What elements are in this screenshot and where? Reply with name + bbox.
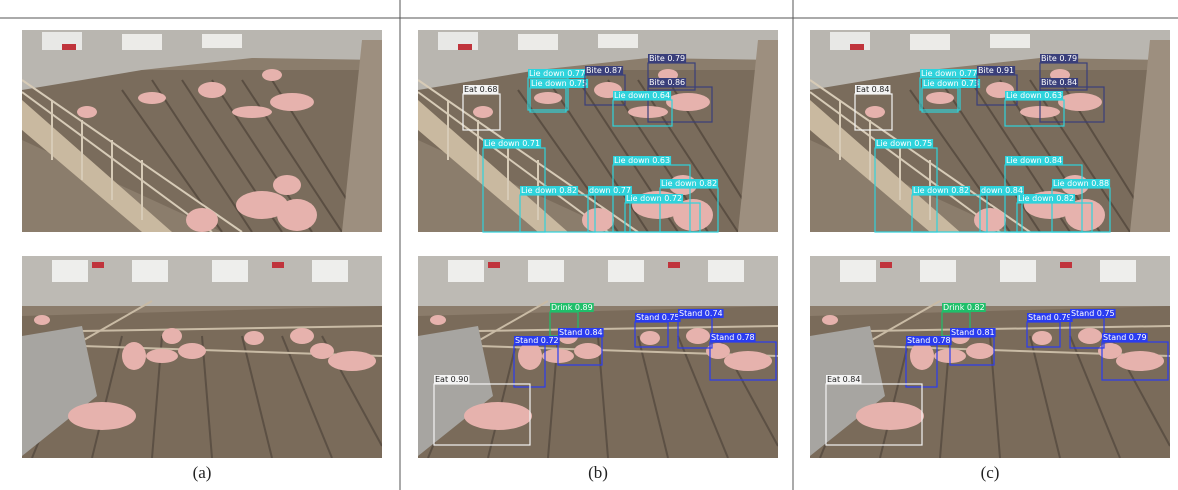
detection-label: Eat 0.84 bbox=[827, 375, 860, 384]
detection-label: Stand 0.79 bbox=[1103, 333, 1147, 342]
detection-label: Stand 0.75 bbox=[1071, 309, 1115, 318]
detection-label: Stand 0.78 bbox=[711, 333, 755, 342]
detection-label: Lie down 0.64 bbox=[614, 91, 670, 100]
detection-label: Bite 0.84 bbox=[1041, 78, 1077, 87]
photo bbox=[810, 256, 1170, 458]
detection-label: Lie down 0.75 bbox=[876, 139, 932, 148]
detection-label: Eat 0.84 bbox=[856, 85, 889, 94]
photo bbox=[22, 256, 382, 458]
detection-label: Lie down 0.84 bbox=[1006, 156, 1062, 165]
detection-label: Lie down 0.82 bbox=[913, 186, 969, 195]
detection-label: Lie down 0.71 bbox=[484, 139, 540, 148]
detection-label: Bite 0.86 bbox=[649, 78, 685, 87]
detection-label: Eat 0.68 bbox=[464, 85, 497, 94]
detection-label: down 0.84 bbox=[981, 186, 1023, 195]
caption: (c) bbox=[981, 463, 1000, 482]
detection-label: Bite 0.87 bbox=[586, 66, 622, 75]
detection-label: Lie down 0.88 bbox=[1053, 179, 1109, 188]
photo bbox=[418, 30, 778, 232]
detection-label: Drink 0.82 bbox=[943, 303, 985, 312]
photo bbox=[418, 256, 778, 458]
figure: (a) (b) (c) Eat 0.68Lie down 0.77Lie dow… bbox=[0, 0, 1178, 490]
photo bbox=[810, 30, 1170, 232]
detection-label: Bite 0.79 bbox=[649, 54, 685, 63]
photo bbox=[22, 30, 382, 232]
detection-label: Lie down 0.77 bbox=[921, 69, 977, 78]
detection-label: Eat 0.90 bbox=[435, 375, 468, 384]
detection-label: Stand 0.74 bbox=[679, 309, 723, 318]
detection-label: Lie down 0.82 bbox=[661, 179, 717, 188]
detection-label: Stand 0.72 bbox=[515, 336, 559, 345]
detection-label: Lie down 0.77 bbox=[529, 69, 585, 78]
detection-label: Lie down 0.82 bbox=[521, 186, 577, 195]
detection-label: Lie down 0.72 bbox=[626, 194, 682, 203]
detection-label: Lie down 0.73 bbox=[923, 79, 979, 88]
caption: (b) bbox=[588, 463, 608, 482]
caption: (a) bbox=[193, 463, 212, 482]
detection-label: Bite 0.79 bbox=[1041, 54, 1077, 63]
detection-label: down 0.77 bbox=[589, 186, 631, 195]
detection-label: Stand 0.84 bbox=[559, 328, 603, 337]
detection-label: Stand 0.79 bbox=[1028, 313, 1072, 322]
detection-label: Lie down 0.63 bbox=[1006, 91, 1062, 100]
detection-label: Bite 0.91 bbox=[978, 66, 1014, 75]
detection-label: Stand 0.75 bbox=[636, 313, 680, 322]
detection-label: Drink 0.89 bbox=[551, 303, 593, 312]
detection-label: Lie down 0.75 bbox=[531, 79, 587, 88]
detection-label: Stand 0.81 bbox=[951, 328, 995, 337]
detection-label: Lie down 0.82 bbox=[1018, 194, 1074, 203]
detection-label: Lie down 0.63 bbox=[614, 156, 670, 165]
detection-label: Stand 0.78 bbox=[907, 336, 951, 345]
